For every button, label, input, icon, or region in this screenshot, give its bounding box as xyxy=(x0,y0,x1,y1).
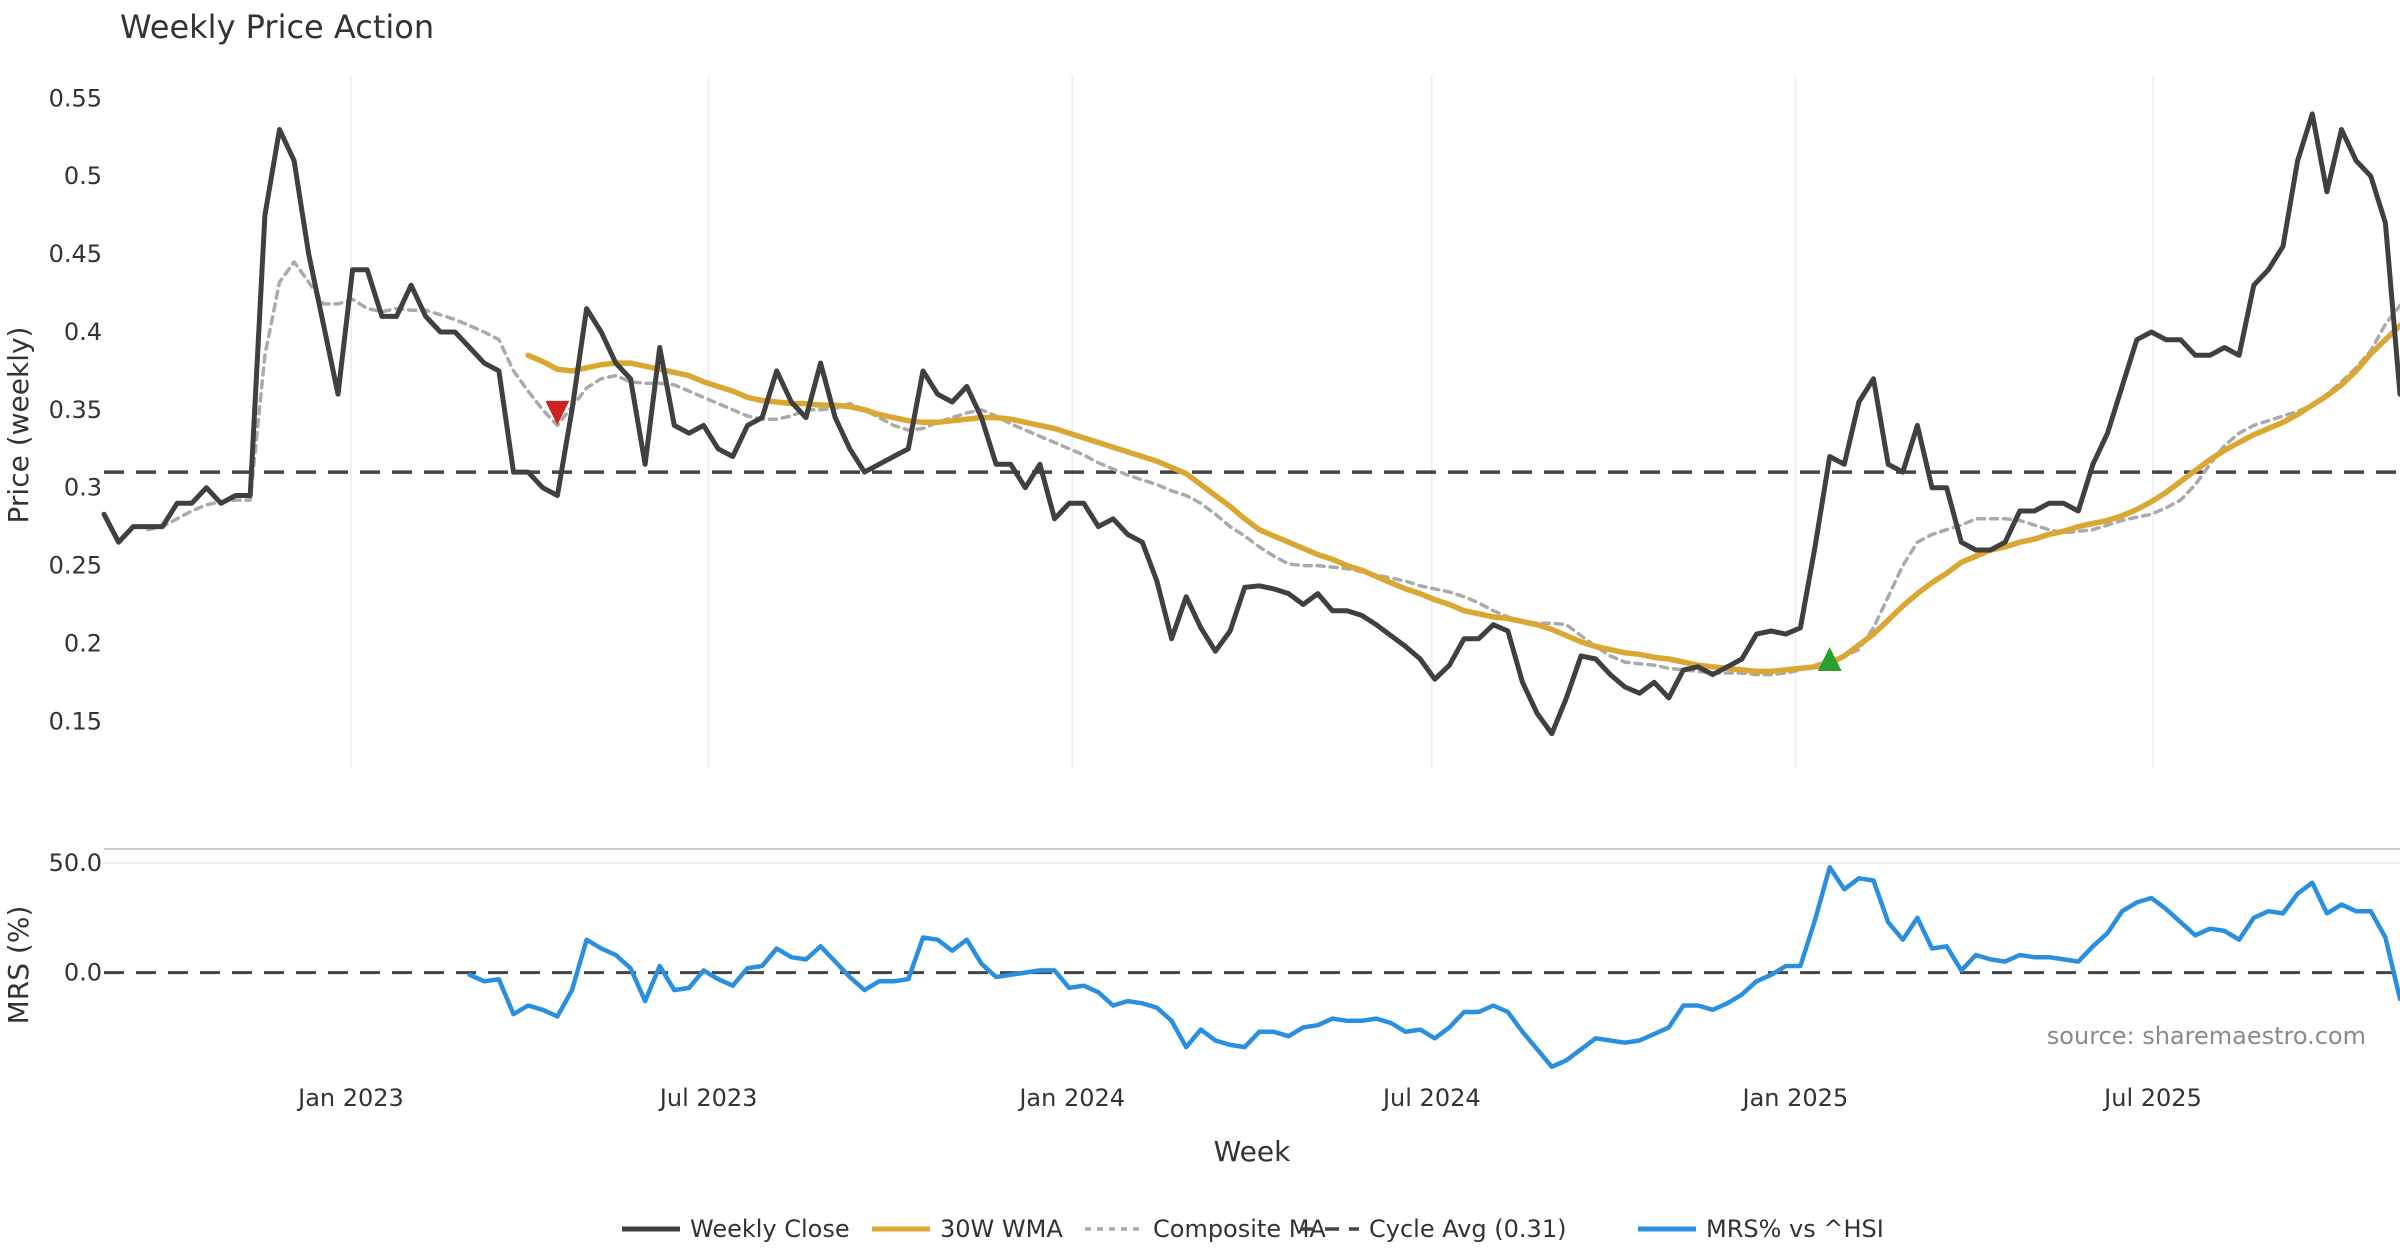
price-y-tick: 0.15 xyxy=(49,707,102,735)
signal-markers xyxy=(545,400,1842,671)
mrs-y-ticks: 50.0 0.0 xyxy=(49,849,102,987)
price-y-tick: 0.3 xyxy=(64,474,102,502)
legend-label: Weekly Close xyxy=(690,1215,850,1243)
price-y-axis-label: Price (weekly) xyxy=(2,327,35,524)
x-tick: Jul 2023 xyxy=(658,1084,758,1112)
price-panel: 0.15 0.2 0.25 0.3 0.35 0.4 0.45 0.5 0.55 Price (… xyxy=(2,75,2400,768)
price-y-tick: 0.25 xyxy=(49,552,102,580)
chart-title: Weekly Price Action xyxy=(120,8,434,46)
x-tick: Jan 2023 xyxy=(296,1084,404,1112)
buy-signal-marker xyxy=(1817,646,1842,671)
x-tick: Jan 2025 xyxy=(1741,1084,1849,1112)
x-tick: Jul 2025 xyxy=(2102,1084,2202,1112)
price-gridlines xyxy=(350,75,2154,768)
price-y-tick: 0.2 xyxy=(64,629,102,657)
x-axis-label: Week xyxy=(1214,1135,1291,1168)
mrs-y-axis-label: MRS (%) xyxy=(2,906,35,1025)
price-series-group xyxy=(101,111,2400,737)
legend-label: MRS% vs ^HSI xyxy=(1706,1215,1884,1243)
mrs-y-tick: 50.0 xyxy=(49,849,102,877)
mrs-line xyxy=(467,865,2400,1070)
mrs-series-group xyxy=(467,865,2400,1070)
price-y-tick: 0.5 xyxy=(64,162,102,190)
composite-ma-line xyxy=(146,260,2400,677)
legend-label: 30W WMA xyxy=(940,1215,1063,1243)
source-note: source: sharemaestro.com xyxy=(2047,1022,2366,1050)
price-y-tick: 0.35 xyxy=(49,396,102,424)
legend-label: Composite MA xyxy=(1153,1215,1326,1243)
30w-wma-line xyxy=(525,322,2400,675)
mrs-panel: 50.0 0.0 MRS (%) source: sharemaestro.com xyxy=(2,849,2400,1070)
price-y-tick: 0.55 xyxy=(49,84,102,112)
weekly-close-line xyxy=(101,111,2400,737)
x-tick: Jan 2024 xyxy=(1017,1084,1125,1112)
price-y-ticks: 0.15 0.2 0.25 0.3 0.35 0.4 0.45 0.5 0.55 xyxy=(49,84,102,735)
price-y-tick: 0.4 xyxy=(64,318,102,346)
mrs-y-tick: 0.0 xyxy=(64,959,102,987)
x-ticks: Jan 2023 Jul 2023 Jan 2024 Jul 2024 Jan 2025… xyxy=(296,1084,2202,1112)
x-tick: Jul 2024 xyxy=(1381,1084,1481,1112)
legend: Weekly Close 30W WMA Composite MA Cycle Avg… xyxy=(622,1215,1884,1243)
legend-label: Cycle Avg (0.31) xyxy=(1369,1215,1566,1243)
sell-signal-marker xyxy=(545,400,570,425)
price-y-tick: 0.45 xyxy=(49,240,102,268)
